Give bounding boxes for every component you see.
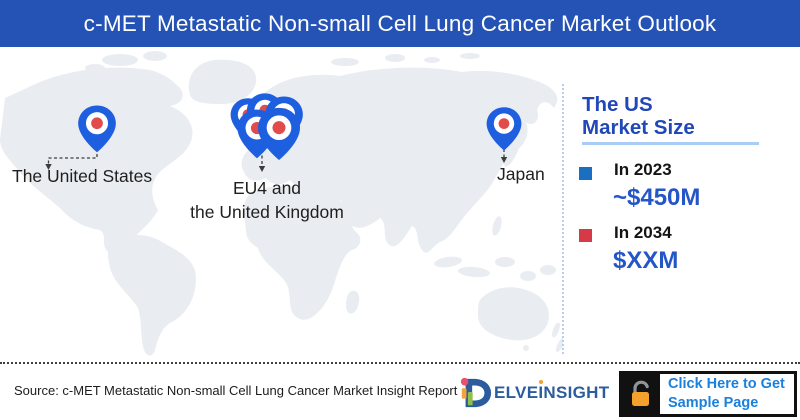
delveinsight-logo: ELVEINSIGHT bbox=[458, 374, 609, 412]
vertical-dotted-divider bbox=[562, 84, 564, 354]
logo-text-part2: NSIGHT bbox=[543, 383, 610, 402]
year-2023-label: In 2023 bbox=[614, 160, 672, 179]
panel-title: The US Market Size bbox=[582, 93, 695, 139]
logo-text-part1: ELVE bbox=[494, 383, 539, 402]
open-padlock-icon bbox=[622, 374, 660, 414]
eu-connector-arrow-icon bbox=[258, 166, 266, 172]
panel-title-underline bbox=[582, 142, 759, 145]
value-2034: $XXM bbox=[613, 247, 679, 274]
world-map: The United States EU4 and the United Kin… bbox=[0, 48, 563, 363]
cta-label-line1: Click Here to Get bbox=[668, 376, 785, 392]
eu-label-line1: EU4 and bbox=[232, 178, 302, 198]
header-banner: c-MET Metastatic Non-small Cell Lung Can… bbox=[0, 0, 800, 47]
bullet-2034-icon bbox=[579, 229, 592, 242]
eu-label-line2: the United Kingdom bbox=[190, 201, 344, 222]
cta-label: Click Here to Get Sample Page bbox=[660, 374, 794, 414]
source-text: Source: c-MET Metastatic Non-small Cell … bbox=[14, 383, 458, 398]
japan-connector-arrow-icon bbox=[500, 157, 508, 163]
us-connector-arrow-icon bbox=[45, 164, 52, 170]
map-pin-us-icon bbox=[71, 102, 123, 154]
value-2023: ~$450M bbox=[613, 184, 701, 211]
bullet-2023-icon bbox=[579, 167, 592, 180]
page-title: c-MET Metastatic Non-small Cell Lung Can… bbox=[83, 10, 717, 36]
panel-title-line1: The US bbox=[582, 93, 653, 116]
panel-title-line2: Market Size bbox=[582, 116, 695, 139]
map-pin-japan-icon bbox=[480, 104, 528, 152]
japan-label: Japan bbox=[497, 164, 545, 184]
get-sample-page-button[interactable]: Click Here to Get Sample Page bbox=[619, 371, 797, 417]
world-map-continents bbox=[0, 51, 563, 356]
us-label: The United States bbox=[12, 166, 153, 186]
us-connector-line bbox=[47, 154, 98, 165]
logo-text-dotted-i: I bbox=[538, 383, 544, 402]
year-2034-label: In 2034 bbox=[614, 223, 672, 242]
eu-label: EU4 and the United Kingdom bbox=[158, 177, 376, 224]
footer: Source: c-MET Metastatic Non-small Cell … bbox=[0, 362, 800, 420]
delveinsight-logo-mark-icon bbox=[460, 377, 492, 408]
cta-label-line2: Sample Page bbox=[668, 395, 759, 411]
delveinsight-logo-text: ELVEINSIGHT bbox=[494, 383, 609, 403]
